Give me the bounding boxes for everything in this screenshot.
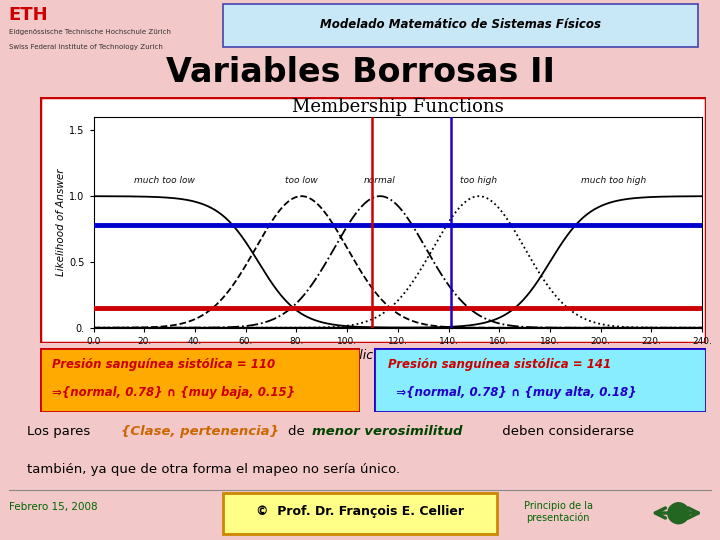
FancyBboxPatch shape	[223, 4, 698, 46]
Text: Presión sanguínea sistólica = 141: Presión sanguínea sistólica = 141	[387, 357, 611, 371]
Text: ⇒{normal, 0.78} ∩ {muy baja, 0.15}: ⇒{normal, 0.78} ∩ {muy baja, 0.15}	[53, 387, 295, 400]
Text: Modelado Matemático de Sistemas Físicos: Modelado Matemático de Sistemas Físicos	[320, 18, 601, 31]
Y-axis label: Likelihood of Answer: Likelihood of Answer	[56, 168, 66, 276]
Text: much too high: much too high	[580, 176, 646, 185]
Text: Los pares: Los pares	[27, 425, 95, 438]
Text: deben considerarse: deben considerarse	[498, 425, 634, 438]
Text: Presión sanguínea sistólica = 110: Presión sanguínea sistólica = 110	[53, 357, 276, 371]
FancyBboxPatch shape	[223, 493, 497, 534]
Text: también, ya que de otra forma el mapeo no sería único.: también, ya que de otra forma el mapeo n…	[27, 463, 400, 476]
Text: Variables Borrosas II: Variables Borrosas II	[166, 56, 554, 89]
Text: too high: too high	[460, 176, 498, 185]
Text: Swiss Federal Institute of Technology Zurich: Swiss Federal Institute of Technology Zu…	[9, 44, 163, 50]
Text: Febrero 15, 2008: Febrero 15, 2008	[9, 502, 97, 512]
Text: de: de	[288, 425, 309, 438]
X-axis label: Systolic Blood Pressure: Systolic Blood Pressure	[325, 349, 471, 362]
Text: Principio de la
presentación: Principio de la presentación	[523, 501, 593, 523]
Title: Membership Functions: Membership Functions	[292, 98, 504, 116]
Text: Eidgenössische Technische Hochschule Zürich: Eidgenössische Technische Hochschule Zür…	[9, 29, 171, 35]
Text: {Clase, pertenencia}: {Clase, pertenencia}	[121, 425, 284, 438]
Text: normal: normal	[364, 176, 396, 185]
Text: too low: too low	[285, 176, 318, 185]
FancyBboxPatch shape	[40, 97, 706, 343]
Text: ⬤: ⬤	[666, 502, 690, 524]
FancyBboxPatch shape	[374, 348, 706, 412]
Text: much too low: much too low	[134, 176, 195, 185]
FancyBboxPatch shape	[40, 348, 360, 412]
Text: ETH: ETH	[9, 6, 48, 24]
Text: menor verosimilitud: menor verosimilitud	[312, 425, 463, 438]
Text: ©  Prof. Dr. François E. Cellier: © Prof. Dr. François E. Cellier	[256, 505, 464, 518]
Text: ⇒{normal, 0.78} ∩ {muy alta, 0.18}: ⇒{normal, 0.78} ∩ {muy alta, 0.18}	[387, 387, 636, 400]
